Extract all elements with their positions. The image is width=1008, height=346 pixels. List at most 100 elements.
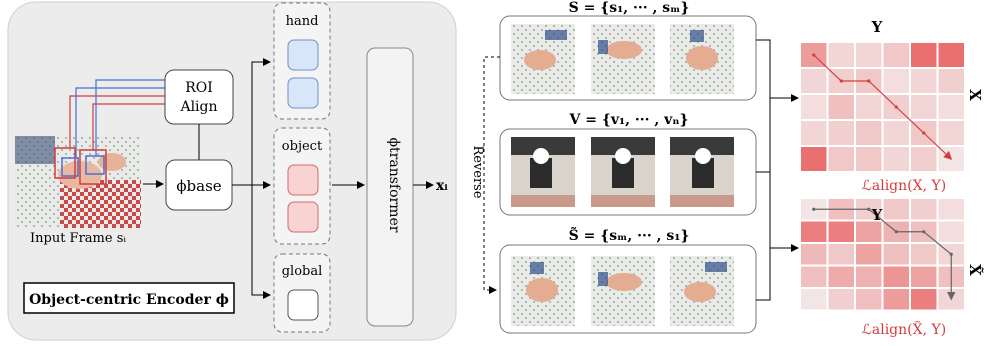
matrix-bottom-loss-label: ℒalign(X̃, Y): [862, 320, 946, 338]
base-to-token-arrows: [232, 58, 271, 299]
matrix-cell: [828, 289, 854, 310]
global-token: [287, 289, 319, 321]
roi-connector-lines: [69, 79, 165, 158]
matrix-cell: [828, 147, 854, 171]
alignment-path-node: [867, 79, 871, 83]
alignment-path-node: [922, 230, 926, 234]
matrix-top-loss-label: ℒalign(X, Y): [862, 178, 946, 194]
alignment-path-node: [922, 131, 926, 135]
matrix-cell: [828, 95, 854, 119]
sequence-to-matrix-connectors: [756, 39, 799, 301]
hand-token-1: [287, 39, 319, 71]
matrix-cell: [856, 95, 882, 119]
matrix-cell: [856, 121, 882, 145]
token-group-global: global: [273, 253, 331, 333]
matrix-cell: [856, 244, 882, 265]
input-frame-label: Input Frame sᵢ: [30, 231, 126, 246]
sequence-s-label: S = {s₁, ··· , sₘ}: [569, 0, 690, 16]
frame-thumbnail: [670, 24, 734, 94]
alignment-path-node: [867, 207, 871, 211]
frame-thumbnail: [670, 137, 734, 207]
object-token-2: [287, 201, 319, 233]
transformer-box: [366, 47, 414, 327]
input-frame-image: [15, 136, 141, 228]
matrix-cell: [911, 43, 937, 67]
sequence-v-frames: [511, 137, 734, 207]
matrix-cell: [938, 95, 964, 119]
frame-thumbnail: [511, 24, 575, 94]
matrix-cell: [938, 43, 964, 67]
matrix-cell: [938, 69, 964, 93]
matrix-cell: [883, 199, 909, 220]
matrix-cell: [938, 199, 964, 220]
token-group-hand: hand: [273, 2, 331, 120]
matrix-cell: [856, 221, 882, 242]
matrix-cell: [801, 266, 827, 287]
matrix-cell: [883, 289, 909, 310]
frame-thumbnail: [670, 256, 734, 326]
base-network-label: ϕbase: [176, 177, 221, 195]
roi-align-box: [164, 69, 234, 125]
roi-align-label-2: Align: [179, 99, 217, 115]
matrix-cell: [911, 147, 937, 171]
token-global-label: global: [282, 264, 323, 279]
matrix-cell: [911, 199, 937, 220]
alignment-matrix-bottom: [801, 199, 964, 310]
transformer-label: ϕtransformer: [386, 138, 402, 233]
alignment-path-node: [839, 79, 843, 83]
matrix-cell: [801, 95, 827, 119]
matrix-cell: [828, 121, 854, 145]
matrix-cell: [883, 147, 909, 171]
frame-thumbnail: [591, 137, 655, 207]
matrix-cell: [883, 244, 909, 265]
matrix-cell: [883, 43, 909, 67]
matrix-cell: [828, 43, 854, 67]
matrix-cell: [911, 244, 937, 265]
matrix-cell: [883, 121, 909, 145]
matrix-cell: [938, 121, 964, 145]
matrix-cell: [828, 244, 854, 265]
output-label: xᵢ: [436, 178, 448, 194]
matrix-bottom-row-label: X̃: [966, 264, 984, 276]
sequence-s-reversed-frames: [511, 256, 734, 326]
matrix-cell: [856, 266, 882, 287]
alignment-path-node: [949, 252, 953, 256]
matrix-top-row-label: X: [966, 89, 984, 101]
matrix-cell: [938, 221, 964, 242]
frame-thumbnail: [511, 256, 575, 326]
matrix-cell: [911, 289, 937, 310]
matrix-top-col-label: Y: [871, 18, 883, 36]
matrix-cell: [801, 289, 827, 310]
matrix-cell: [883, 69, 909, 93]
reverse-label: Reverse: [470, 145, 485, 198]
token-object-label: object: [282, 139, 323, 154]
matrix-cell: [911, 95, 937, 119]
matrix-cell: [801, 69, 827, 93]
matrix-bottom-col-label: Y: [871, 206, 883, 224]
token-group-object: object: [273, 127, 331, 245]
matrix-cell: [828, 221, 854, 242]
sequence-s-frames: [511, 24, 734, 94]
alignment-path-node: [812, 207, 816, 211]
matrix-cell: [801, 147, 827, 171]
hand-token-2: [287, 77, 319, 109]
object-token-1: [287, 164, 319, 196]
sequence-v-label: V = {v₁, ··· , vₙ}: [568, 112, 688, 128]
matrix-cell: [856, 43, 882, 67]
matrix-cell: [883, 266, 909, 287]
matrix-cell: [856, 147, 882, 171]
matrix-cell: [911, 69, 937, 93]
alignment-matrix-top: [801, 43, 964, 171]
roi-align-label-1: ROI: [185, 80, 213, 96]
matrix-cell: [828, 266, 854, 287]
encoder-title: Object-centric Encoder ϕ: [29, 292, 229, 308]
matrix-cell: [911, 266, 937, 287]
reverse-arrow: [483, 56, 500, 294]
frame-thumbnail: [591, 24, 655, 94]
alignment-path-node: [812, 53, 816, 57]
alignment-path-node: [894, 230, 898, 234]
frame-thumbnail: [591, 256, 655, 326]
matrix-cell: [801, 244, 827, 265]
token-hand-label: hand: [286, 14, 319, 29]
